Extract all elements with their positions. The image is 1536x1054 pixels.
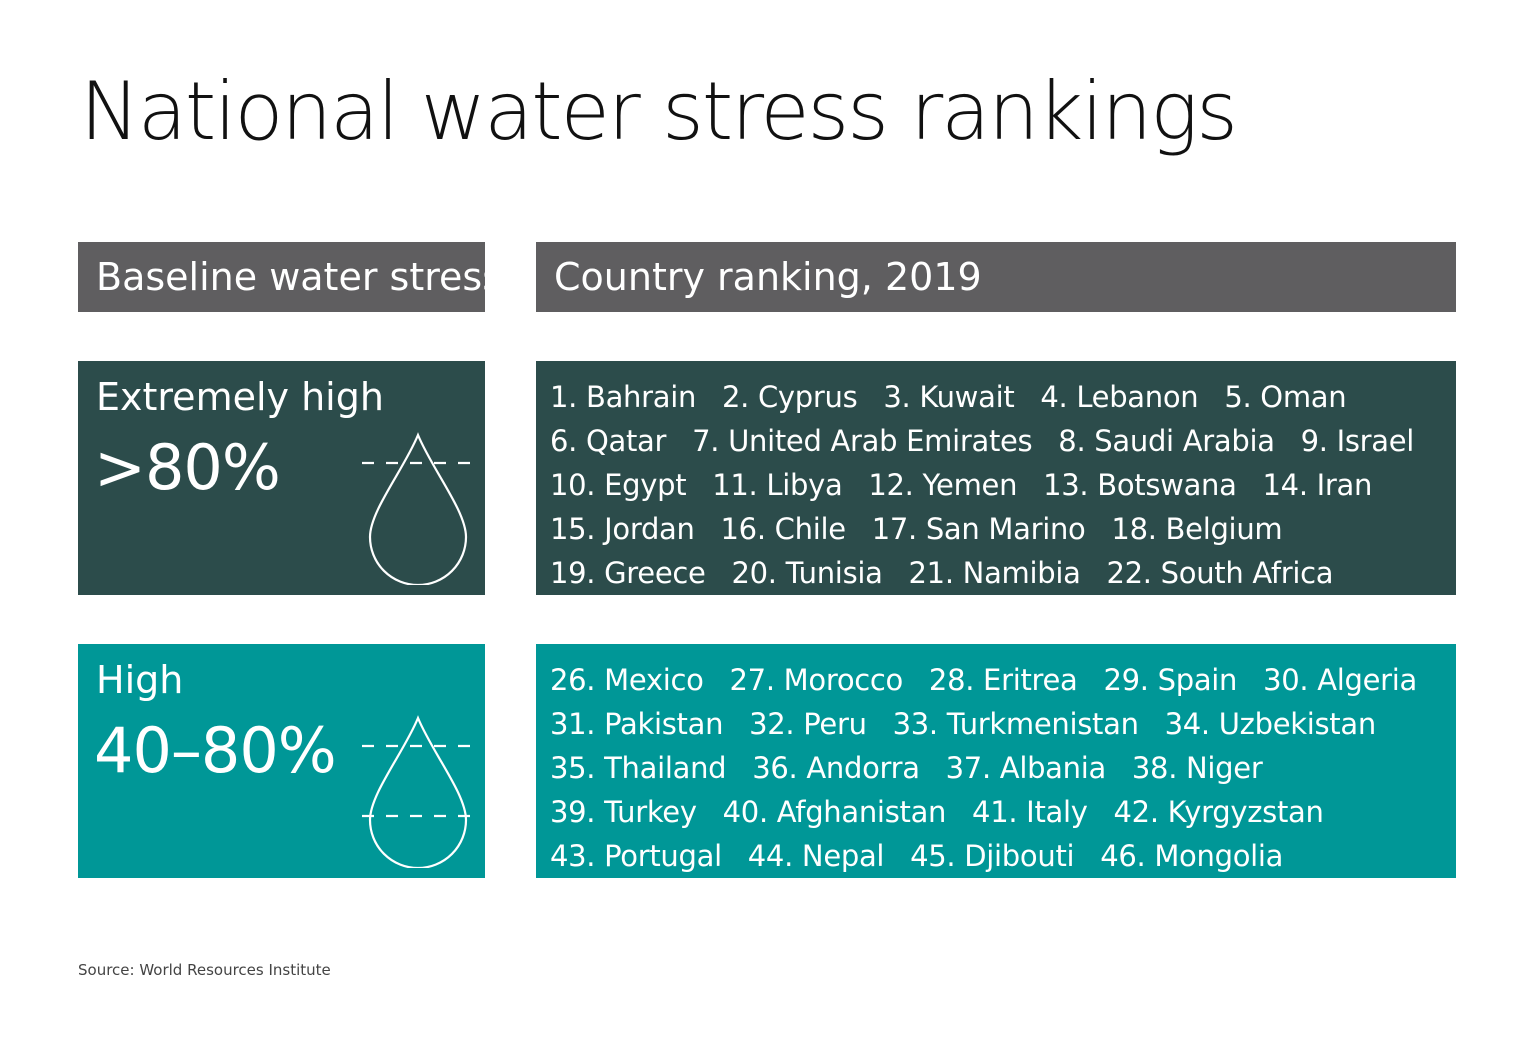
country-rank-item: 5. Oman <box>1224 380 1347 414</box>
country-rank-item: 7. United Arab Emirates <box>692 424 1033 458</box>
country-rank-item: 29. Spain <box>1103 663 1238 697</box>
country-rank-item: 8. Saudi Arabia <box>1058 424 1275 458</box>
country-rank-item: 33. Turkmenistan <box>892 707 1139 741</box>
country-rank-item: 24. India <box>685 600 810 634</box>
country-rank-item: 25. Syria <box>835 600 962 634</box>
country-rank-item: 31. Pakistan <box>550 707 724 741</box>
page-title: National water stress rankings <box>80 65 1238 158</box>
country-rank-item: 38. Niger <box>1131 751 1263 785</box>
country-rank-item: 45. Djibouti <box>910 839 1075 873</box>
country-rank-item: 15. Jordan <box>550 512 695 546</box>
country-rank-item: 22. South Africa <box>1106 556 1334 590</box>
ranking-panel-extremely-high: 1. Bahrain 2. Cyprus 3. Kuwait 4. Lebano… <box>536 361 1456 634</box>
ranking-header: Country ranking, 2019 <box>536 242 1456 312</box>
country-rank-item: 30. Algeria <box>1263 663 1417 697</box>
country-rank-item: 42. Kyrgyzstan <box>1113 795 1324 829</box>
country-rank-item: 37. Albania <box>945 751 1107 785</box>
level-card-high: High 40–80% <box>78 644 485 878</box>
country-rank-item: 10. Egypt <box>550 468 687 502</box>
country-list: 26. Mexico 27. Morocco 28. Eritrea 29. S… <box>550 658 1442 922</box>
country-rank-item: 28. Eritrea <box>928 663 1078 697</box>
country-rank-item: 40. Afghanistan <box>722 795 947 829</box>
country-rank-item: 23. Iraq <box>550 600 660 634</box>
country-rank-item: 35. Thailand <box>550 751 727 785</box>
source-note: Source: World Resources Institute <box>78 961 331 979</box>
ranking-panel-high: 26. Mexico 27. Morocco 28. Eritrea 29. S… <box>536 644 1456 917</box>
baseline-header: Baseline water stress <box>78 242 502 312</box>
country-rank-item: 9. Israel <box>1300 424 1415 458</box>
country-rank-item: 41. Italy <box>972 795 1088 829</box>
level-card-extremely-high: Extremely high >80% <box>78 361 485 595</box>
country-rank-item: 43. Portugal <box>550 839 722 873</box>
country-rank-item: 11. Libya <box>712 468 843 502</box>
country-rank-item: 26. Mexico <box>550 663 704 697</box>
country-rank-item: 1. Bahrain <box>550 380 697 414</box>
country-rank-item: 27. Morocco <box>729 663 904 697</box>
country-rank-item: 32. Peru <box>749 707 867 741</box>
country-list: 1. Bahrain 2. Cyprus 3. Kuwait 4. Lebano… <box>550 375 1442 639</box>
country-rank-item: 16. Chile <box>720 512 847 546</box>
country-rank-item: 47. Macedonia <box>550 883 759 917</box>
country-rank-item: 17. San Marino <box>871 512 1086 546</box>
country-rank-item: 46. Mongolia <box>1100 839 1284 873</box>
country-rank-item: 18. Belgium <box>1111 512 1283 546</box>
water-drop-icon <box>362 432 474 585</box>
country-rank-item: 44. Nepal <box>747 839 885 873</box>
level-range: >80% <box>94 431 281 504</box>
country-rank-item: 12. Yemen <box>868 468 1018 502</box>
country-rank-item: 14. Iran <box>1262 468 1373 502</box>
water-drop-icon <box>362 715 474 868</box>
level-name: Extremely high <box>96 375 384 419</box>
country-rank-item: 21. Namibia <box>908 556 1081 590</box>
country-rank-item: 4. Lebanon <box>1040 380 1199 414</box>
country-rank-item: 3. Kuwait <box>883 380 1015 414</box>
country-rank-item: 2. Cyprus <box>722 380 858 414</box>
country-rank-item: 19. Greece <box>550 556 706 590</box>
country-rank-item: 20. Tunisia <box>731 556 883 590</box>
country-rank-item: 34. Uzbekistan <box>1164 707 1377 741</box>
country-rank-item: 6. Qatar <box>550 424 667 458</box>
country-rank-item: 36. Andorra <box>752 751 920 785</box>
level-range: 40–80% <box>94 714 337 787</box>
level-name: High <box>96 658 184 702</box>
country-rank-item: 13. Botswana <box>1043 468 1237 502</box>
country-rank-item: 39. Turkey <box>550 795 697 829</box>
